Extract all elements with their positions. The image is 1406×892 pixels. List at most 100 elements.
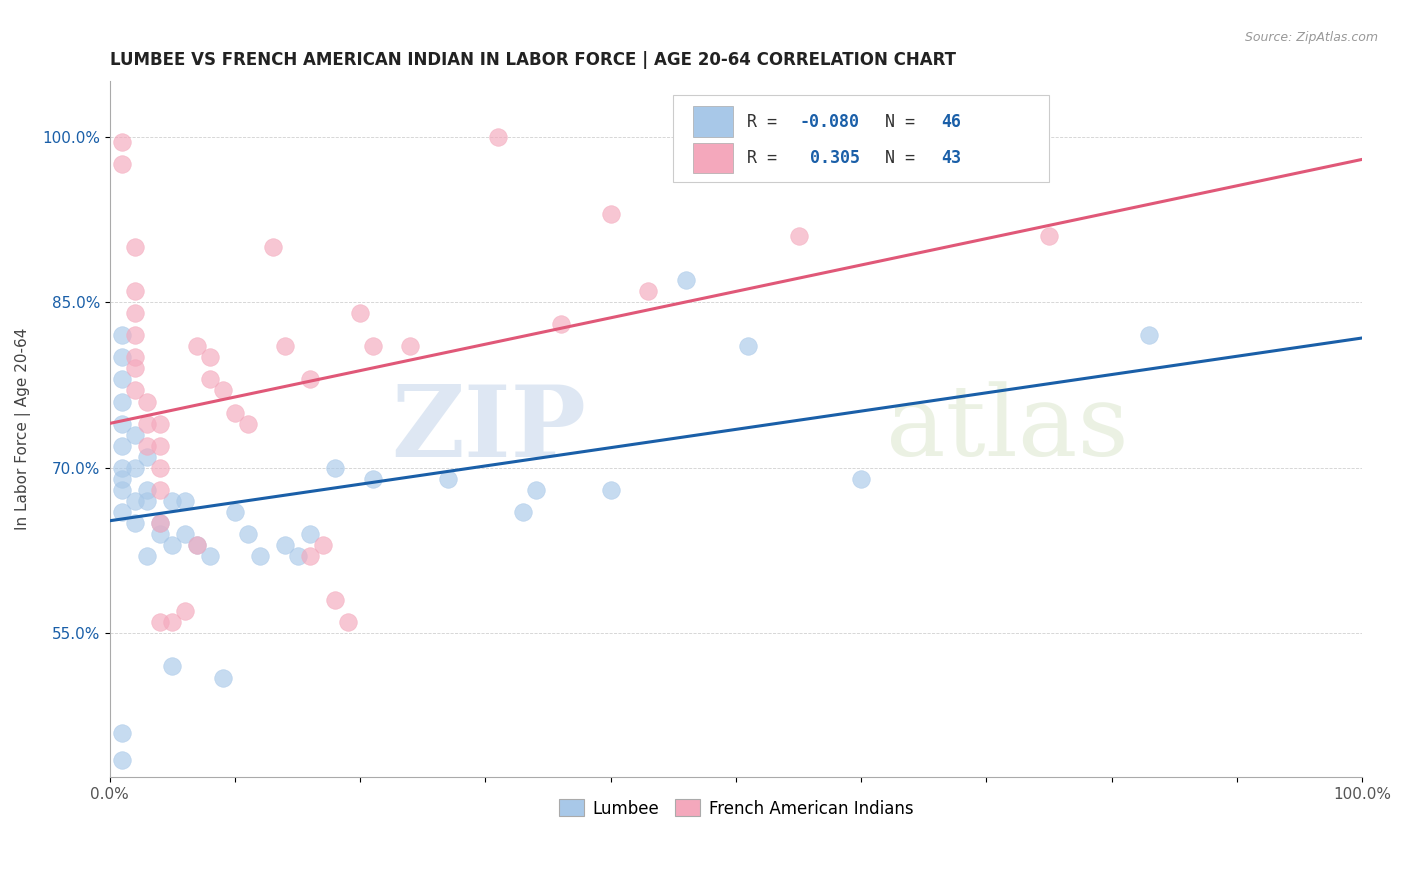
Point	[287, 549, 309, 563]
Text: -0.080: -0.080	[800, 112, 860, 131]
Text: N =: N =	[884, 149, 925, 167]
Point	[136, 483, 159, 497]
Point	[262, 240, 284, 254]
Point	[361, 339, 384, 353]
Point	[162, 659, 184, 673]
Point	[124, 460, 146, 475]
Point	[274, 538, 297, 552]
Text: R =: R =	[747, 112, 787, 131]
Point	[124, 351, 146, 365]
Point	[111, 351, 134, 365]
Point	[599, 207, 621, 221]
Point	[136, 549, 159, 563]
Point	[1137, 328, 1160, 343]
Point	[198, 351, 221, 365]
Point	[512, 505, 534, 519]
Point	[336, 615, 359, 630]
Point	[312, 538, 335, 552]
Point	[111, 372, 134, 386]
Point	[111, 417, 134, 431]
Point	[136, 450, 159, 464]
Point	[198, 549, 221, 563]
Point	[299, 527, 322, 541]
Point	[111, 157, 134, 171]
Point	[299, 372, 322, 386]
Point	[149, 516, 172, 530]
Point	[149, 615, 172, 630]
Point	[198, 372, 221, 386]
Point	[1038, 228, 1060, 243]
FancyBboxPatch shape	[673, 95, 1049, 182]
Text: Source: ZipAtlas.com: Source: ZipAtlas.com	[1244, 31, 1378, 45]
Point	[149, 483, 172, 497]
Point	[236, 527, 259, 541]
Point	[486, 129, 509, 144]
Point	[323, 593, 346, 607]
Point	[399, 339, 422, 353]
Point	[550, 317, 572, 331]
Point	[124, 361, 146, 376]
Point	[299, 549, 322, 563]
Point	[162, 615, 184, 630]
FancyBboxPatch shape	[693, 143, 734, 173]
Point	[124, 494, 146, 508]
Point	[124, 306, 146, 320]
Text: N =: N =	[884, 112, 925, 131]
Point	[111, 394, 134, 409]
Text: 0.305: 0.305	[800, 149, 860, 167]
Legend: Lumbee, French American Indians: Lumbee, French American Indians	[553, 793, 920, 824]
Text: 43: 43	[941, 149, 962, 167]
Point	[361, 472, 384, 486]
Point	[149, 516, 172, 530]
Point	[174, 494, 197, 508]
Point	[149, 439, 172, 453]
Point	[136, 494, 159, 508]
Point	[186, 339, 208, 353]
Point	[111, 725, 134, 739]
Point	[149, 460, 172, 475]
Point	[349, 306, 371, 320]
Point	[124, 328, 146, 343]
FancyBboxPatch shape	[693, 106, 734, 137]
Point	[849, 472, 872, 486]
Point	[211, 384, 233, 398]
Point	[323, 460, 346, 475]
Text: 46: 46	[941, 112, 962, 131]
Point	[174, 527, 197, 541]
Text: atlas: atlas	[886, 381, 1129, 477]
Point	[224, 505, 246, 519]
Point	[124, 240, 146, 254]
Point	[136, 439, 159, 453]
Point	[124, 427, 146, 442]
Point	[111, 460, 134, 475]
Point	[186, 538, 208, 552]
Point	[737, 339, 759, 353]
Point	[149, 527, 172, 541]
Y-axis label: In Labor Force | Age 20-64: In Labor Force | Age 20-64	[15, 328, 31, 530]
Point	[111, 505, 134, 519]
Text: ZIP: ZIP	[391, 381, 586, 477]
Point	[111, 753, 134, 767]
Point	[162, 494, 184, 508]
Point	[111, 328, 134, 343]
Point	[787, 228, 810, 243]
Point	[124, 284, 146, 298]
Point	[111, 439, 134, 453]
Point	[124, 384, 146, 398]
Point	[637, 284, 659, 298]
Point	[675, 273, 697, 287]
Point	[274, 339, 297, 353]
Point	[149, 417, 172, 431]
Point	[111, 483, 134, 497]
Point	[111, 472, 134, 486]
Point	[111, 135, 134, 149]
Point	[224, 405, 246, 419]
Point	[524, 483, 547, 497]
Point	[162, 538, 184, 552]
Point	[124, 516, 146, 530]
Point	[174, 604, 197, 618]
Point	[437, 472, 460, 486]
Point	[186, 538, 208, 552]
Point	[236, 417, 259, 431]
Point	[599, 483, 621, 497]
